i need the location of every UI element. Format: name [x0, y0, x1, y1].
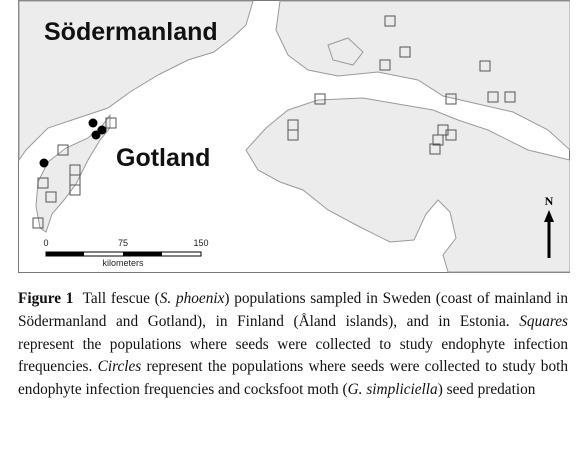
figure-label: Figure 1	[18, 290, 74, 307]
square	[314, 93, 326, 105]
sweden-mainland	[18, 0, 254, 162]
square	[37, 177, 49, 189]
map-label: Södermanland	[44, 18, 218, 46]
scale-unit: kilometers	[102, 258, 144, 268]
circle	[39, 158, 49, 168]
scale-bar-segment	[123, 252, 162, 256]
caption-italic: Squares	[519, 312, 568, 330]
caption-text: ) populations sampled in Sweden (coast o…	[18, 290, 569, 330]
square	[432, 134, 444, 146]
square	[445, 129, 457, 141]
caption-text: represent the populations where seeds we…	[18, 358, 568, 399]
square	[384, 15, 396, 27]
caption-italic: S. phoenix	[159, 290, 225, 307]
square	[105, 117, 117, 129]
square	[69, 184, 81, 196]
scale-bar: 0 75 150 kilometers	[43, 238, 208, 268]
finland	[275, 0, 570, 151]
figure-caption: Figure 1 Tall fescue (S. phoenix) popula…	[18, 288, 568, 402]
north-label: N	[545, 194, 554, 208]
scale-tick-label: 0	[43, 238, 48, 248]
caption-text: ) seed predation	[437, 381, 536, 399]
square	[445, 93, 457, 105]
north-arrow: N	[544, 194, 554, 258]
north-arrow-head	[544, 210, 554, 222]
square	[479, 60, 491, 72]
map: Södermanland Gotland 0 75 150 kilometers…	[18, 0, 570, 273]
square	[504, 91, 516, 103]
circle	[88, 118, 98, 128]
square	[32, 217, 44, 229]
map-label: Gotland	[116, 144, 210, 172]
circle	[97, 125, 107, 135]
caption-italic: Circles	[97, 358, 142, 376]
scale-tick-label: 75	[118, 238, 128, 248]
scale-bar-segment	[46, 252, 84, 256]
caption-text: Tall fescue (	[82, 290, 160, 307]
square	[45, 191, 57, 203]
caption-italic: G. simpliciella	[347, 381, 438, 399]
square	[487, 91, 499, 103]
square	[379, 59, 391, 71]
caption-text: represent the populations where seeds we…	[18, 335, 568, 376]
square-markers	[32, 15, 516, 229]
circle	[91, 130, 101, 140]
land	[18, 0, 570, 273]
scale-tick-label: 150	[193, 238, 208, 248]
square	[429, 143, 441, 155]
square	[287, 129, 299, 141]
square	[57, 144, 69, 156]
estonia	[245, 97, 570, 273]
gotland	[35, 113, 111, 233]
square	[399, 46, 411, 58]
circle-markers	[39, 118, 107, 168]
aland	[327, 37, 364, 66]
